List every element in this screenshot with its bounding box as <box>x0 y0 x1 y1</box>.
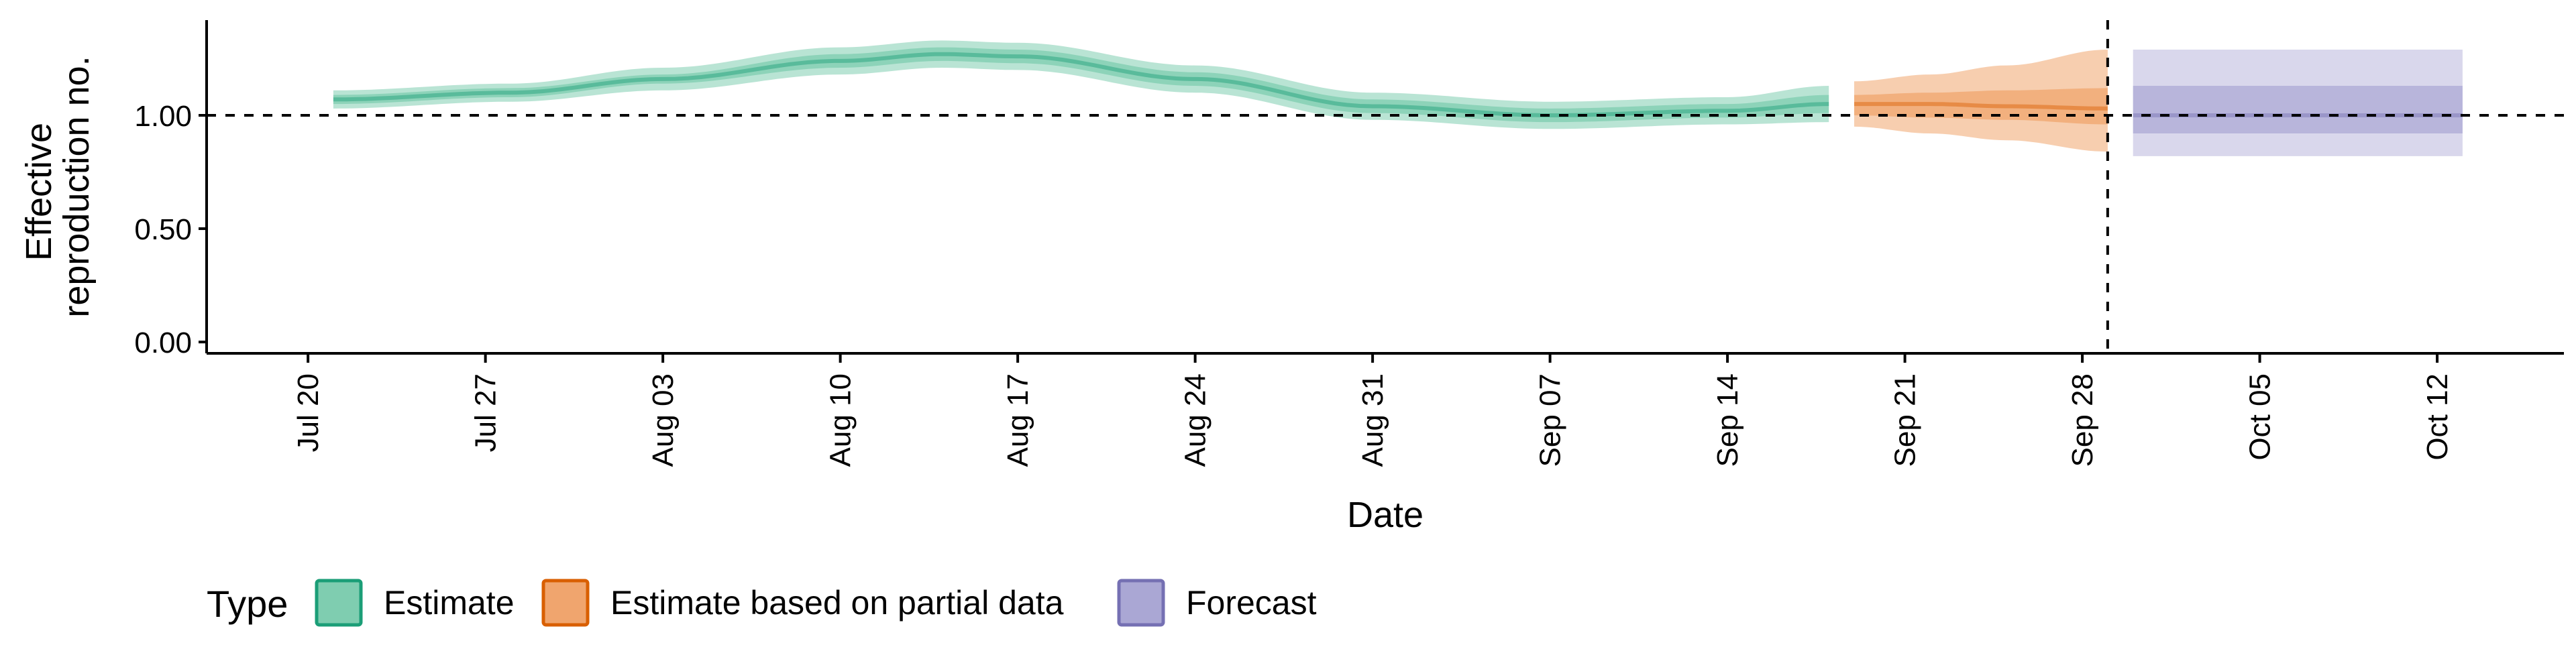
legend-item-partial: Estimate based on partial data <box>541 579 1064 627</box>
legend-item-forecast: Forecast <box>1117 579 1317 627</box>
x-tick-label: Aug 03 <box>647 373 680 467</box>
x-tick-label: Sep 07 <box>1534 373 1567 467</box>
legend-title: Type <box>207 583 288 625</box>
x-tick-label: Jul 27 <box>470 373 502 452</box>
x-tick-label: Jul 20 <box>292 373 325 452</box>
x-tick-label: Oct 12 <box>2421 373 2454 461</box>
x-tick-label: Aug 24 <box>1179 373 1212 467</box>
x-tick-label: Oct 05 <box>2244 373 2277 461</box>
legend-swatch-estimate <box>315 579 363 627</box>
axes: 0.00 0.50 1.00 Jul 20 Jul 27 Aug 03 Aug 10 Aug … <box>134 20 2564 467</box>
x-tick-label: Sep 14 <box>1711 373 1744 467</box>
y-axis-title-line-1: Effective <box>19 123 59 261</box>
series-partial <box>1854 50 2108 152</box>
axis-labels: Date Effective reproduction no. <box>19 56 1424 535</box>
y-axis-title-line-2: reproduction no. <box>56 56 97 317</box>
series-forecast <box>2133 50 2463 156</box>
bands-layer <box>333 40 2463 156</box>
x-tick-label: Sep 28 <box>2066 373 2099 467</box>
legend-item-estimate: Estimate <box>315 579 515 627</box>
legend-label-estimate: Estimate <box>384 584 515 622</box>
band-50-forecast <box>2133 86 2463 133</box>
y-tick-label: 1.00 <box>134 100 192 133</box>
x-tick-label: Aug 31 <box>1356 373 1389 467</box>
legend-swatch-forecast <box>1117 579 1165 627</box>
x-tick-label: Sep 21 <box>1889 373 1922 467</box>
legend-label-forecast: Forecast <box>1186 584 1317 622</box>
x-tick-label: Aug 10 <box>824 373 857 467</box>
x-tick-label: Aug 17 <box>1002 373 1034 467</box>
y-tick-label: 0.50 <box>134 213 192 246</box>
median-line-partial <box>1854 102 2108 111</box>
x-axis-title: Date <box>1347 495 1424 535</box>
legend: Type Estimate Estimate based on partial d… <box>207 579 1317 627</box>
legend-swatch-partial <box>541 579 590 627</box>
y-axis-title: Effective reproduction no. <box>19 56 97 317</box>
y-tick-label: 0.00 <box>134 327 192 359</box>
legend-label-partial: Estimate based on partial data <box>610 584 1064 622</box>
